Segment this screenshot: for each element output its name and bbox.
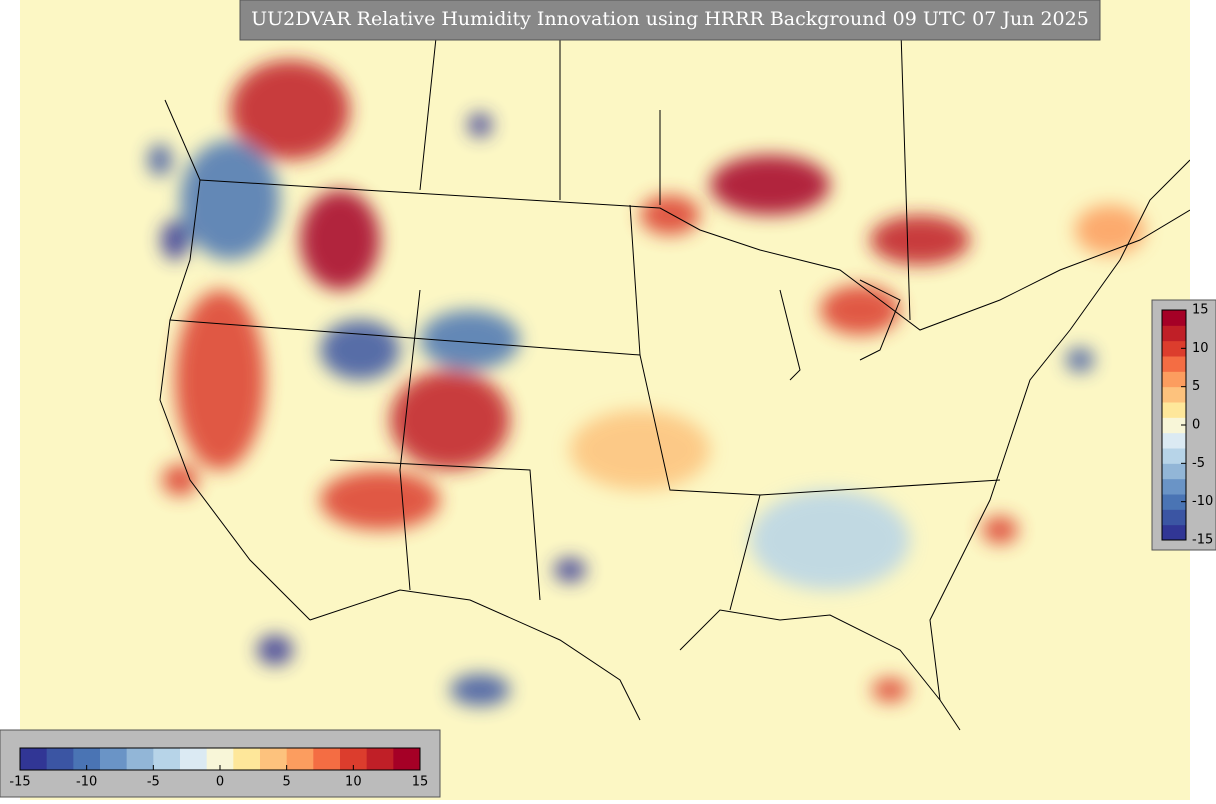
colorbars: 15 10 5 0 -5 -10 -15 -15 -10 -5 0 5 10 15 xyxy=(9,303,1213,790)
colorbar-swatch xyxy=(1162,448,1186,464)
colorbar-swatch xyxy=(1162,356,1186,372)
colorbar-swatch xyxy=(313,748,341,770)
colorbar-swatch xyxy=(1162,325,1186,342)
colorbar-swatch xyxy=(393,748,421,770)
colorbar-swatch xyxy=(1162,402,1186,418)
map xyxy=(20,0,1190,800)
colorbar-tick-label: 15 xyxy=(412,775,429,790)
colorbar-tick-label: 10 xyxy=(1192,341,1209,356)
colorbar-swatch xyxy=(180,748,208,770)
colorbar-tick-label: -10 xyxy=(76,775,97,790)
colorbar-swatch xyxy=(260,748,288,770)
colorbar-swatch xyxy=(1162,417,1186,434)
colorbar-swatch xyxy=(1162,386,1186,403)
colorbar-swatch xyxy=(286,748,314,770)
colorbar-swatch xyxy=(340,748,368,770)
colorbar-swatch xyxy=(1162,371,1186,388)
colorbar-swatch xyxy=(126,748,154,770)
innovation-field xyxy=(148,60,1145,706)
colorbar-tick-label: -10 xyxy=(1192,494,1213,509)
colorbar-swatch xyxy=(1162,432,1186,449)
title-box xyxy=(239,0,1101,41)
colorbar-tick-label: 0 xyxy=(216,775,224,790)
colorbar-tick-label: -15 xyxy=(9,775,30,790)
colorbar-tick-label: -5 xyxy=(1192,456,1205,471)
colorbar-tick-label: 5 xyxy=(283,775,291,790)
colorbar-swatch xyxy=(366,748,394,770)
colorbar-swatch xyxy=(100,748,128,770)
colorbar-swatch xyxy=(20,748,48,770)
colorbar-swatch xyxy=(46,748,74,770)
title: UU2DVAR Relative Humidity Innovation usi… xyxy=(251,8,1089,30)
colorbar-tick-label: -15 xyxy=(1192,533,1213,548)
colorbar-tick-label: -5 xyxy=(147,775,160,790)
colorbar-tick-label: 0 xyxy=(1192,418,1200,433)
colorbar-swatch xyxy=(1162,340,1186,357)
colorbar-swatch xyxy=(1162,478,1186,495)
colorbar-swatch xyxy=(206,748,234,770)
colorbar-tick-label: 15 xyxy=(1192,303,1209,318)
colorbar-swatch xyxy=(1162,524,1186,541)
colorbar-swatch xyxy=(1162,310,1186,326)
colorbar-swatch xyxy=(1162,463,1186,480)
colorbar-tick-label: 5 xyxy=(1192,379,1200,394)
colorbar-tick-label: 10 xyxy=(345,775,362,790)
colorbar-swatch xyxy=(1162,509,1186,526)
colorbar-swatch xyxy=(233,748,261,770)
colorbar-swatch xyxy=(73,748,101,770)
colorbar-swatch xyxy=(1162,494,1186,510)
colorbar-swatch xyxy=(153,748,181,770)
boundaries xyxy=(159,0,1190,731)
